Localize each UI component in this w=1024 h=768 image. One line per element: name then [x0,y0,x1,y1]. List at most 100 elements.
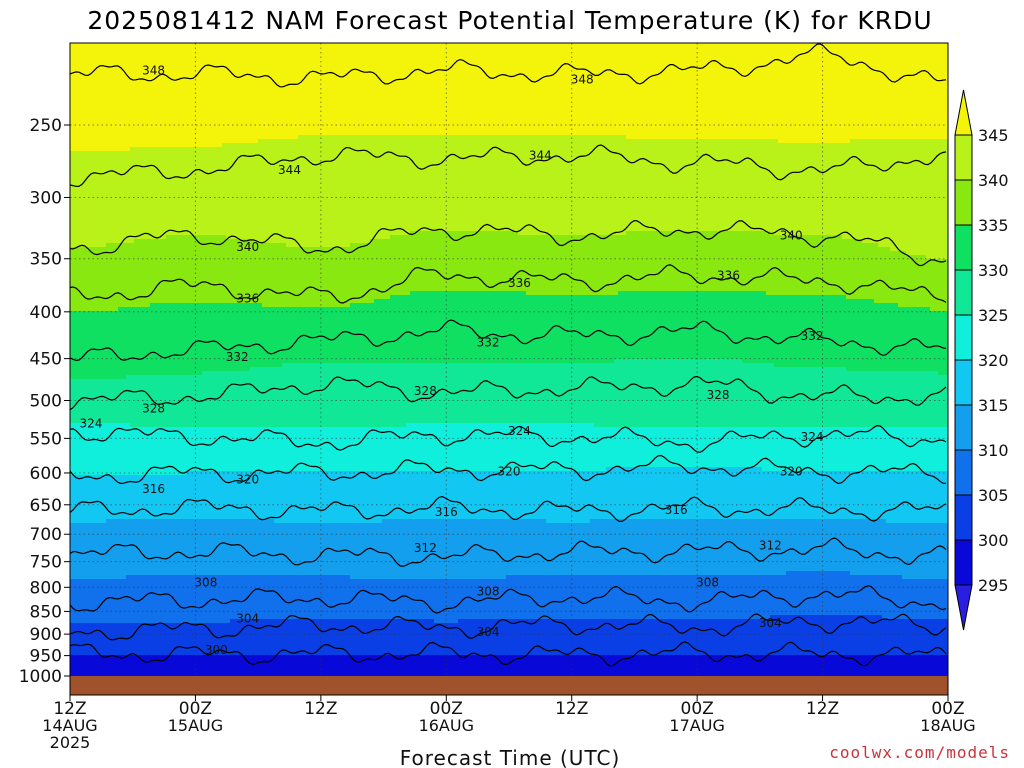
field-cell [502,231,507,292]
field-cell [174,147,179,236]
field-cell [242,239,247,304]
field-cell [342,523,347,576]
field-cell [450,519,455,580]
field-cell [730,519,735,576]
field-cell [334,655,339,692]
field-cell [806,615,811,656]
field-cell [94,423,99,476]
field-cell [666,231,671,292]
field-cell [914,655,919,695]
field-cell [226,239,231,304]
field-cell [246,519,251,576]
field-cell [654,575,659,620]
field-cell [350,471,355,524]
field-cell [682,655,687,688]
field-cell [82,523,87,580]
field-cell [522,291,527,364]
field-cell [642,359,647,428]
field-cell [890,251,895,304]
field-cell [642,231,647,292]
field-cell [866,575,871,616]
field-cell [734,43,739,140]
field-cell [286,655,291,692]
field-cell [710,359,715,428]
field-cell [126,151,131,244]
field-cell [606,427,611,468]
field-cell [174,427,179,476]
field-cell [758,575,763,620]
field-cell [902,471,907,524]
field-cell [126,43,131,152]
field-cell [482,291,487,364]
field-cell [922,579,927,620]
field-cell [650,427,655,468]
field-cell [874,615,879,656]
field-cell [818,143,823,236]
field-cell [478,579,483,620]
field-cell [142,575,147,624]
field-cell [806,235,811,296]
field-cell [550,423,555,472]
field-cell [442,423,447,472]
field-cell [86,43,91,152]
field-cell [774,519,779,576]
field-cell [218,43,223,148]
field-cell [770,615,775,656]
field-cell [638,43,643,140]
field-cell [282,471,287,524]
field-cell [738,139,743,232]
field-cell [838,235,843,296]
field-cell [362,619,367,656]
field-cell [282,243,287,308]
field-cell [538,235,543,296]
field-cell [898,307,903,372]
field-cell [366,135,371,244]
field-cell [934,579,939,620]
field-cell [370,619,375,656]
field-cell [290,307,295,364]
field-cell [134,575,139,624]
field-cell [870,43,875,140]
field-cell [406,619,411,656]
field-cell [586,235,591,296]
field-cell [550,575,555,620]
field-cell [862,427,867,472]
field-cell [850,427,855,472]
field-cell [810,655,815,695]
field-cell [226,371,231,428]
field-cell [138,147,143,240]
field-cell [590,471,595,520]
field-cell [418,43,423,136]
field-cell [322,523,327,576]
field-cell [494,471,499,520]
field-cell [498,519,503,580]
field-cell [926,579,931,620]
field-cell [122,579,127,624]
field-cell [934,655,939,695]
field-cell [594,295,599,364]
field-cell [390,471,395,520]
y-tick-label: 1000 [19,667,62,687]
field-cell [662,619,667,656]
field-cell [778,427,783,472]
contour-label: 320 [780,465,803,479]
field-cell [318,43,323,136]
field-cell [870,371,875,428]
field-cell [606,235,611,296]
field-cell [274,139,279,244]
field-cell [666,575,671,620]
field-cell [686,139,691,232]
field-cell [778,615,783,656]
field-cell [922,619,927,656]
field-cell [226,655,231,688]
field-cell [846,471,851,520]
field-cell [610,363,615,428]
field-cell [134,375,139,428]
field-cell [114,423,119,476]
field-cell [378,471,383,524]
field-cell [90,247,95,312]
field-cell [138,655,143,684]
field-cell [778,575,783,616]
theta-field [70,43,948,695]
field-cell [230,303,235,372]
